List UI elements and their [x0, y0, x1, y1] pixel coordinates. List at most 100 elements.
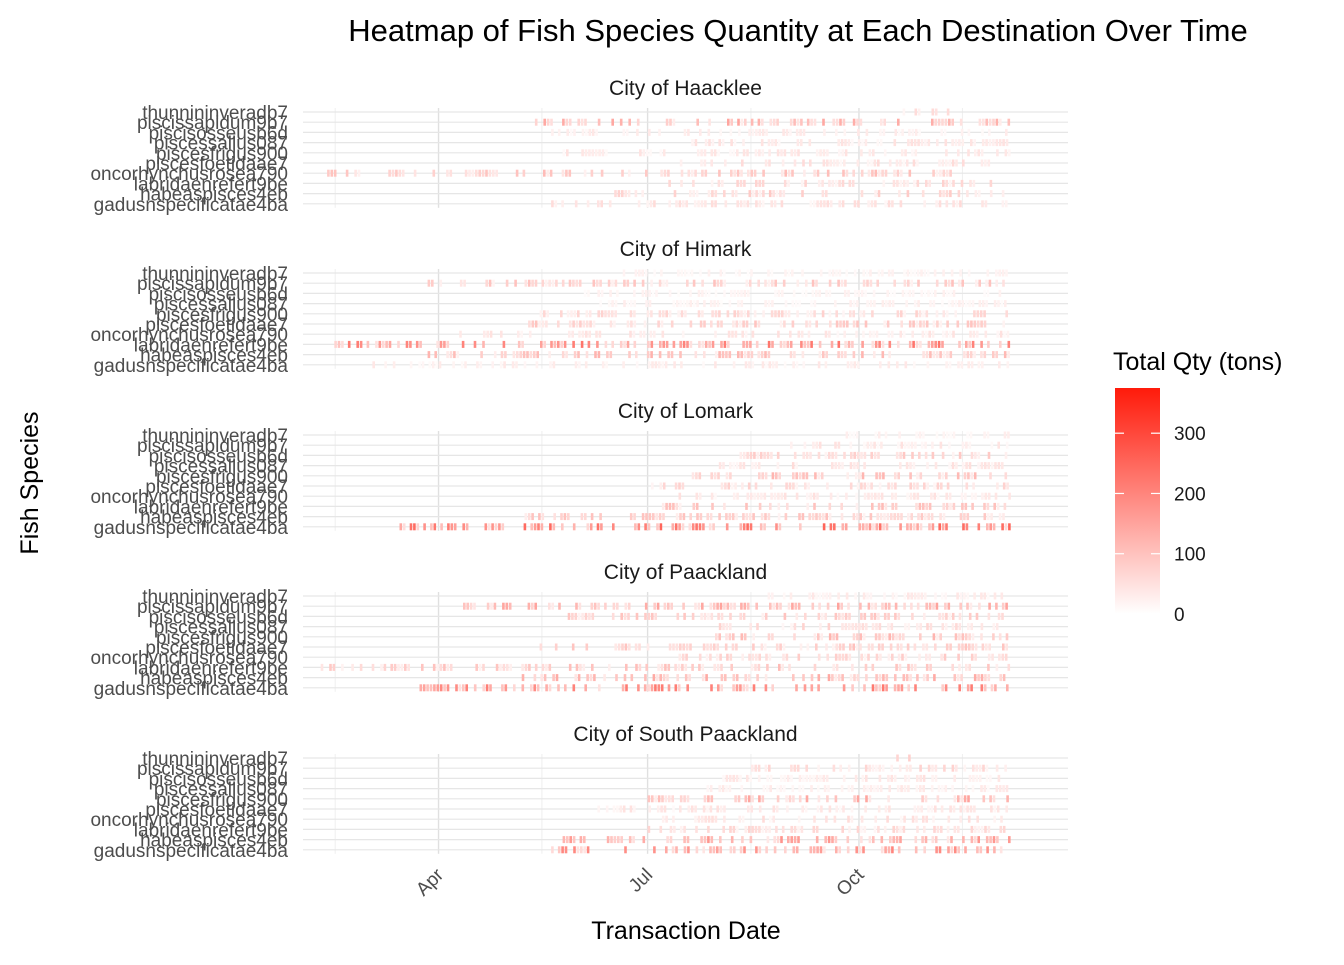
heat-cell	[701, 674, 705, 682]
heat-cell	[850, 451, 853, 459]
heat-cell	[965, 523, 969, 531]
heat-cell	[650, 351, 653, 359]
heat-cell	[901, 128, 904, 136]
heat-cell	[885, 684, 888, 692]
heat-cell	[746, 492, 750, 500]
heat-cell	[647, 612, 651, 620]
heat-cell	[678, 492, 682, 500]
heat-cell	[990, 462, 994, 470]
heat-cell	[672, 118, 676, 126]
heat-cell	[603, 674, 606, 682]
heat-cell	[614, 310, 617, 318]
heat-cell	[907, 139, 910, 147]
heat-cell	[637, 684, 640, 692]
heat-cell	[729, 149, 732, 157]
heat-cell	[621, 190, 624, 198]
heat-cell	[670, 320, 674, 328]
heat-cell	[970, 320, 973, 328]
heat-cell	[832, 633, 835, 641]
heat-cell	[675, 846, 678, 854]
heat-cell	[330, 169, 334, 177]
heat-cell	[849, 643, 852, 651]
heat-cell	[405, 340, 409, 348]
heat-cell	[973, 674, 977, 682]
heat-cell	[713, 643, 716, 651]
heat-cell	[443, 663, 446, 671]
heat-cell	[774, 279, 777, 287]
heat-cell	[944, 592, 947, 600]
heat-cell	[841, 179, 845, 187]
heat-cell	[872, 523, 875, 531]
heat-cell	[989, 836, 992, 844]
heat-cell	[616, 289, 619, 297]
heat-cell	[468, 169, 471, 177]
heat-cell	[952, 179, 955, 187]
heat-cell	[968, 441, 972, 449]
heat-cell	[761, 472, 764, 480]
heat-cell	[782, 279, 786, 287]
heat-cell	[537, 523, 540, 531]
heat-cell	[852, 513, 856, 521]
heat-cell	[923, 612, 926, 620]
heat-cell	[750, 663, 754, 671]
heat-cell	[658, 513, 662, 521]
heat-cell	[688, 523, 692, 531]
heat-cell	[813, 663, 817, 671]
heat-cell	[727, 482, 731, 490]
heat-cell	[861, 351, 864, 359]
heat-cell	[967, 128, 971, 136]
heat-cell	[639, 330, 642, 338]
heat-cell	[934, 643, 937, 651]
heat-cell	[724, 643, 728, 651]
heat-cell	[725, 351, 728, 359]
heat-cell	[798, 795, 802, 803]
heat-cell	[912, 320, 915, 328]
heat-cell	[934, 289, 937, 297]
heat-cell	[758, 149, 761, 157]
heat-cell	[986, 269, 990, 277]
heat-cell	[997, 462, 1001, 470]
heat-cell	[873, 451, 877, 459]
heat-cell	[827, 451, 831, 459]
heat-cell	[877, 612, 880, 620]
heat-cell	[831, 462, 834, 470]
heat-cell	[975, 279, 978, 287]
heat-cell	[715, 653, 719, 661]
heat-cell	[1001, 602, 1005, 610]
heat-cell	[463, 602, 466, 610]
x-tick-label: Oct	[833, 864, 869, 900]
heat-cell	[654, 361, 658, 369]
heat-cell	[975, 774, 979, 782]
heat-cell	[976, 330, 979, 338]
heat-cell	[790, 149, 793, 157]
heat-cell	[877, 502, 881, 510]
heat-cell	[999, 340, 1002, 348]
heat-cell	[874, 815, 877, 823]
heat-cell	[945, 643, 949, 651]
heat-cell	[941, 118, 944, 126]
heat-cell	[920, 289, 923, 297]
heat-cell	[950, 846, 954, 854]
heat-cell	[822, 118, 825, 126]
heat-cell	[916, 269, 920, 277]
heat-cell	[719, 836, 722, 844]
heat-cell	[641, 289, 645, 297]
heat-cell	[750, 805, 753, 813]
heat-cell	[607, 279, 611, 287]
heat-cell	[653, 602, 656, 610]
heat-cell	[739, 523, 743, 531]
heat-cell	[732, 825, 736, 833]
heat-cell	[986, 513, 990, 521]
heat-cell	[913, 805, 917, 813]
heat-cell	[521, 684, 525, 692]
heat-cell	[862, 310, 866, 318]
heat-cell	[413, 169, 417, 177]
heat-cell	[917, 805, 920, 813]
heat-cell	[760, 351, 764, 359]
heat-cell	[700, 200, 704, 208]
heat-cell	[771, 279, 774, 287]
heat-cell	[878, 482, 882, 490]
heat-cell	[568, 279, 572, 287]
heat-cell	[594, 351, 597, 359]
heat-cell	[689, 513, 692, 521]
